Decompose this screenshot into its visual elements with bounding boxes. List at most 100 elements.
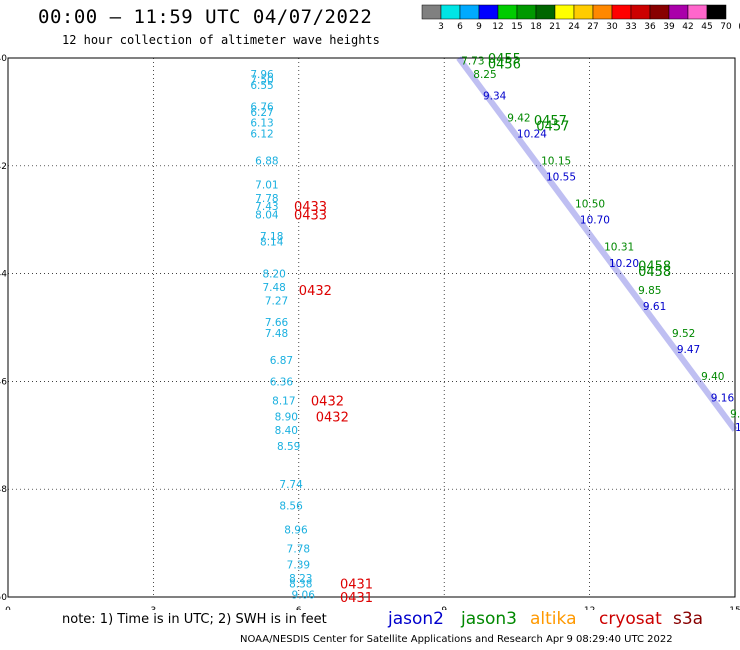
pass-time-annotation: 0432 xyxy=(316,410,349,425)
color-scale-tick-label: 9 xyxy=(476,22,482,32)
wave-height-label: 10.24 xyxy=(517,128,547,140)
pass-time-annotation: 0456 xyxy=(488,57,521,72)
pass-time-annotation: 0432 xyxy=(299,284,332,299)
wave-height-label: 9.34 xyxy=(483,91,507,103)
wave-height-label: 9.52 xyxy=(672,328,695,340)
wave-height-label: 9.61 xyxy=(643,301,666,313)
pass-time-annotation: 0432 xyxy=(311,394,344,409)
wave-height-label: 7.48 xyxy=(265,328,288,340)
footer-note: note: 1) Time is in UTC; 2) SWH is in fe… xyxy=(62,612,327,627)
color-swatch xyxy=(706,4,727,20)
wave-height-label: 6.76 xyxy=(250,102,274,114)
x-tick-label: 6 xyxy=(296,606,302,610)
pass-time-annotation: 0431 xyxy=(340,591,373,606)
color-scale-tick-label: 45 xyxy=(701,22,712,32)
wave-height-label: 6.27 xyxy=(250,107,273,119)
wave-height-label: 8.14 xyxy=(260,236,284,248)
color-scale-tick-label: 36 xyxy=(644,22,656,32)
wave-height-label: 9.47 xyxy=(677,344,700,356)
wave-height-label: 6.88 xyxy=(255,155,278,167)
wave-height-label: 9.93 xyxy=(730,409,740,421)
page-title: 00:00 – 11:59 UTC 04/07/2022 xyxy=(38,6,373,28)
y-tick-label: -46 xyxy=(0,377,7,387)
color-scale-tick-label: 12 xyxy=(492,22,503,32)
wave-height-label: 8.56 xyxy=(279,500,303,512)
satellite-legend-altika: altika xyxy=(530,609,577,629)
wave-height-label: 7.50 xyxy=(250,75,273,87)
wave-height-label: 8.40 xyxy=(275,425,298,437)
wave-height-label: 10.50 xyxy=(575,199,605,211)
pass-time-annotation: 0457 xyxy=(534,114,567,129)
wave-height-label: 6.55 xyxy=(250,80,273,92)
wave-height-label: 10.15 xyxy=(541,155,571,167)
satellite-track xyxy=(456,56,738,432)
x-tick-label: 0 xyxy=(5,606,11,610)
wave-height-label: 8.20 xyxy=(262,269,285,281)
pass-time-annotation: 0431 xyxy=(340,578,373,593)
wave-height-label: 9.40 xyxy=(701,371,724,383)
wave-height-label: 7.66 xyxy=(265,317,289,329)
wave-height-label: 7.74 xyxy=(279,479,303,491)
color-scale-tick-label: 15 xyxy=(511,22,522,32)
color-scale-tick-label: 21 xyxy=(549,22,560,32)
pass-time-annotation: 0457 xyxy=(536,119,569,134)
wave-height-label: 8.17 xyxy=(272,395,295,407)
color-scale-tick-label: 3 xyxy=(438,22,444,32)
color-scale-tick-label: 39 xyxy=(663,22,675,32)
wave-height-label: 10 xyxy=(735,422,740,434)
color-scale-tick-label: 42 xyxy=(682,22,693,32)
page-subtitle: 12 hour collection of altimeter wave hei… xyxy=(62,33,380,47)
wave-height-label: 9.42 xyxy=(507,112,530,124)
satellite-legend-jason3: jason3 xyxy=(461,609,517,629)
wave-height-label: 7.48 xyxy=(262,282,285,294)
y-tick-label: -44 xyxy=(0,270,7,280)
wave-height-label: 6.87 xyxy=(270,355,293,367)
wave-height-label: 7.96 xyxy=(250,69,274,81)
wave-height-label: 10.55 xyxy=(546,172,576,184)
wave-height-label: 8.90 xyxy=(275,411,298,423)
pass-time-annotation: 0433 xyxy=(294,200,327,215)
wave-height-label: 8.38 xyxy=(289,579,312,591)
wave-height-label: 10.31 xyxy=(604,242,634,254)
footer-credit: NOAA/NESDIS Center for Satellite Applica… xyxy=(240,634,673,645)
wave-height-label: 10.20 xyxy=(609,258,639,270)
wave-height-label: 7.73 xyxy=(461,56,484,68)
plot-frame xyxy=(7,57,736,598)
y-tick-label: -48 xyxy=(0,485,7,495)
wave-height-label: 6.13 xyxy=(250,118,273,130)
pass-time-annotation: 0433 xyxy=(294,208,327,223)
wave-height-label: 7.43 xyxy=(255,201,278,213)
y-tick-label: -50 xyxy=(0,593,7,603)
wave-height-label: 7.78 xyxy=(287,543,310,555)
wave-height-label: 8.25 xyxy=(473,69,496,81)
x-tick-label: 12 xyxy=(584,606,595,610)
wave-height-label: 8.04 xyxy=(255,209,279,221)
wave-height-label: 9.85 xyxy=(638,285,661,297)
x-tick-label: 9 xyxy=(441,606,447,610)
pass-time-annotation: 0458 xyxy=(638,260,671,275)
x-tick-label: 15 xyxy=(729,606,740,610)
wave-height-label: 7.78 xyxy=(255,193,278,205)
wave-height-label: 6.12 xyxy=(250,128,273,140)
wave-height-label: 7.27 xyxy=(265,296,288,308)
color-scale-tick-label: 18 xyxy=(530,22,542,32)
wave-height-label: 7.01 xyxy=(255,180,278,192)
satellite-legend-s3a: s3a xyxy=(673,609,704,629)
wave-height-label: 9.06 xyxy=(292,589,316,601)
x-tick-label: 3 xyxy=(151,606,157,610)
color-scale-tick-label: 6 xyxy=(457,22,463,32)
pass-time-annotation: 0458 xyxy=(638,265,671,280)
wave-height-label: 10.70 xyxy=(580,215,610,227)
wave-height-label: 6.36 xyxy=(270,376,294,388)
wave-height-label: 8.96 xyxy=(284,525,308,537)
wave-height-plot: 0 3 6 9 12 15 -40 -42 -44 -46 -48 -50 7.967.506.55 6.… xyxy=(0,52,740,610)
color-scale-tick-label: 24 xyxy=(568,22,580,32)
color-scale-tick-label: 33 xyxy=(625,22,636,32)
y-tick-label: -40 xyxy=(0,54,7,64)
wave-height-label: 7.18 xyxy=(260,231,283,243)
wave-height-label: 8.59 xyxy=(277,441,300,453)
color-scale-tick-label: 27 xyxy=(587,22,598,32)
pass-time-annotation: 0455 xyxy=(488,52,521,67)
color-scale-tick-label: 30 xyxy=(606,22,618,32)
